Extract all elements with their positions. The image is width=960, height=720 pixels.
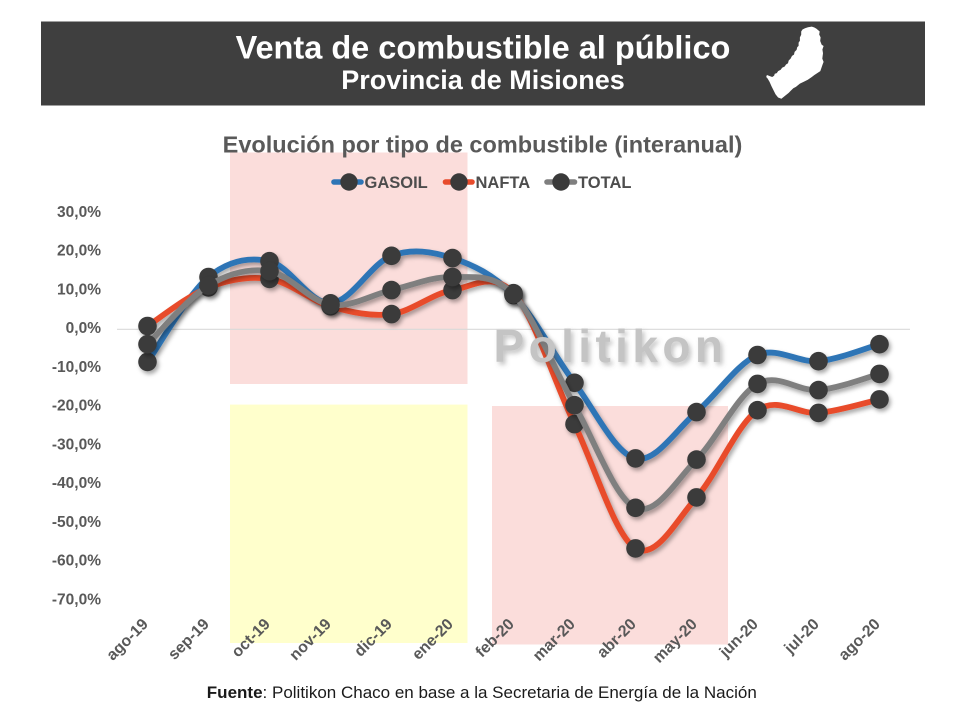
svg-text:GASOIL: GASOIL (365, 174, 428, 192)
svg-text:10,0%: 10,0% (57, 282, 101, 299)
svg-text:-30,0%: -30,0% (52, 436, 101, 453)
svg-text:20,0%: 20,0% (57, 243, 101, 260)
svg-text:Provincia de Misiones: Provincia de Misiones (341, 65, 625, 95)
svg-text:Fuente: Politikon Chaco en bas: Fuente: Politikon Chaco en base a la Sec… (207, 683, 757, 702)
svg-text:Venta de combustible al públic: Venta de combustible al público (236, 30, 731, 66)
svg-text:Evolución por tipo de combusti: Evolución por tipo de combustible (inter… (223, 132, 743, 158)
svg-text:0,0%: 0,0% (66, 320, 102, 337)
svg-text:-70,0%: -70,0% (52, 591, 101, 608)
svg-text:-60,0%: -60,0% (52, 553, 101, 570)
svg-text:TOTAL: TOTAL (578, 174, 631, 192)
svg-text:-40,0%: -40,0% (52, 475, 101, 492)
svg-text:-50,0%: -50,0% (52, 514, 101, 531)
svg-text:-10,0%: -10,0% (52, 359, 101, 376)
svg-text:30,0%: 30,0% (57, 204, 101, 221)
svg-text:-20,0%: -20,0% (52, 398, 101, 415)
svg-text:NAFTA: NAFTA (476, 174, 531, 192)
svg-text:Politikon: Politikon (494, 320, 728, 372)
